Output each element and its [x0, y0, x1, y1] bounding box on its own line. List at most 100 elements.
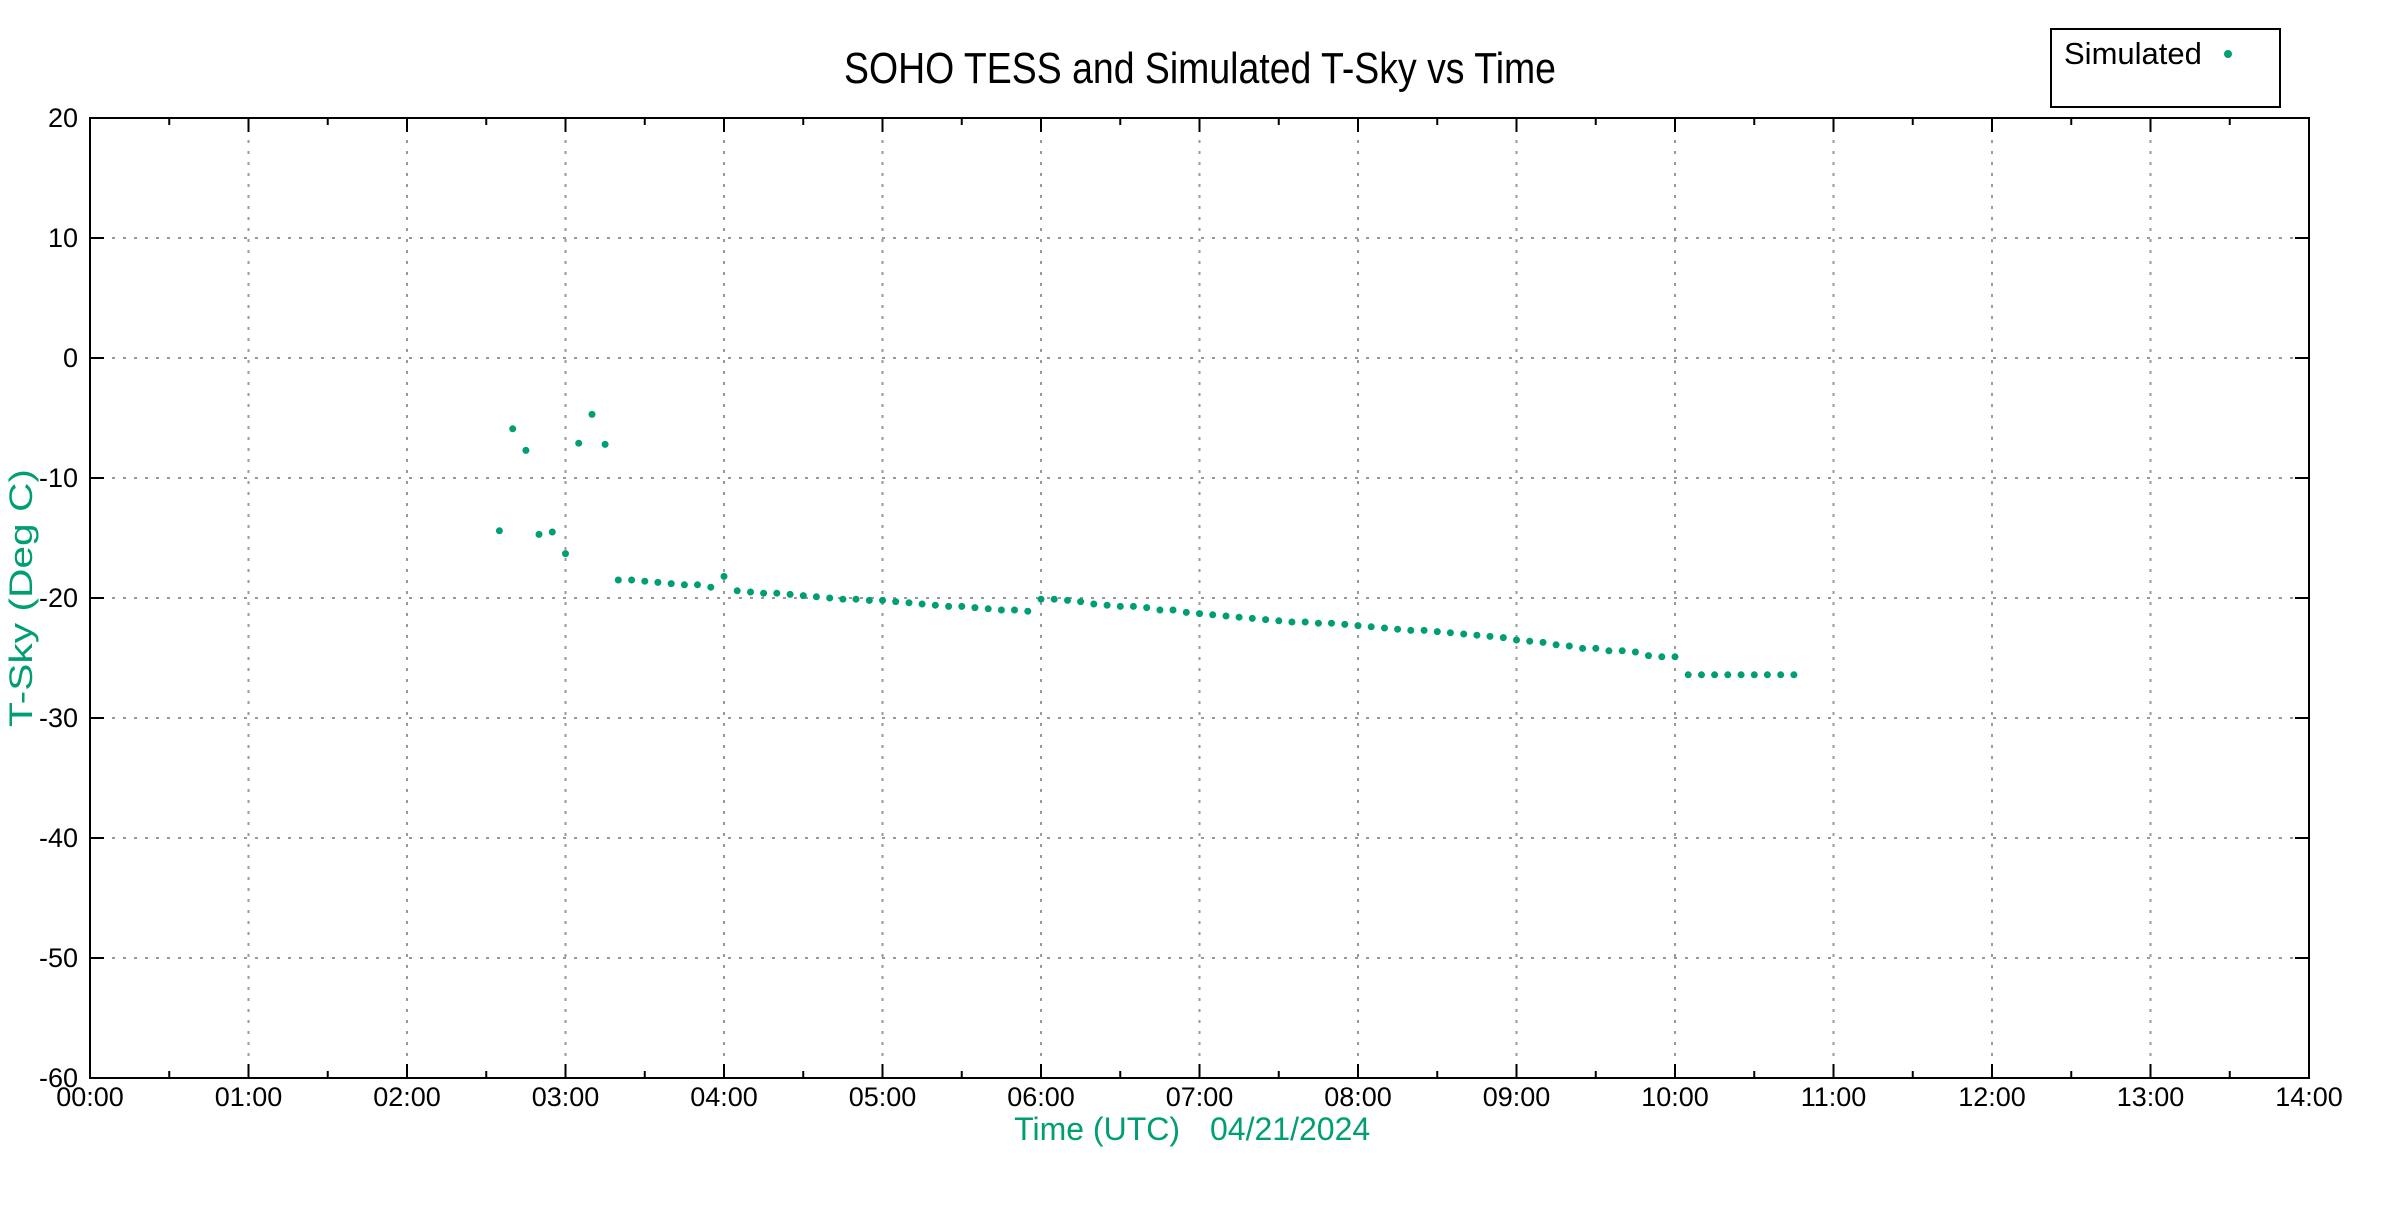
x-tick-label: 12:00	[1958, 1082, 2026, 1112]
data-point	[509, 425, 517, 433]
data-point	[1367, 623, 1375, 631]
data-point	[1645, 652, 1652, 660]
data-point	[1275, 617, 1283, 625]
data-point	[958, 602, 966, 610]
data-point	[694, 581, 701, 589]
data-point	[997, 606, 1005, 614]
data-point	[1209, 611, 1217, 619]
legend-box	[2050, 28, 2281, 108]
data-point	[812, 593, 820, 601]
data-point	[1671, 653, 1679, 661]
data-point	[865, 596, 873, 604]
data-point	[1499, 634, 1507, 642]
data-point	[1724, 671, 1732, 679]
data-point	[1552, 641, 1560, 649]
data-point	[1143, 604, 1151, 612]
x-tick-label: 03:00	[532, 1082, 600, 1112]
data-point	[1328, 619, 1335, 627]
data-point	[522, 446, 530, 454]
data-point	[1790, 671, 1798, 679]
data-point	[1631, 648, 1639, 656]
x-tick-label: 10:00	[1641, 1082, 1709, 1112]
data-point	[1698, 671, 1705, 679]
data-point	[614, 576, 622, 584]
data-point	[641, 577, 649, 585]
y-tick-label: -50	[39, 943, 78, 973]
data-point	[839, 595, 847, 603]
data-point	[1420, 626, 1428, 634]
data-point	[1486, 632, 1494, 640]
legend: Simulated	[2050, 28, 2281, 108]
y-tick-label: -10	[39, 463, 78, 493]
data-point	[747, 588, 754, 596]
data-point	[733, 587, 741, 595]
data-point	[1182, 608, 1190, 616]
data-point	[1037, 595, 1045, 603]
data-point	[1301, 618, 1309, 626]
data-point	[1381, 624, 1388, 632]
data-point	[760, 589, 768, 597]
x-tick-label: 07:00	[1166, 1082, 1234, 1112]
x-tick-label: 04:00	[690, 1082, 758, 1112]
y-axis-label: T-Sky (Deg C)	[3, 469, 39, 727]
data-point	[1103, 601, 1111, 609]
data-point	[905, 599, 913, 607]
data-point	[945, 602, 953, 610]
x-tick-label: 13:00	[2117, 1082, 2185, 1112]
x-axis-label: Time (UTC)	[1014, 1111, 1180, 1147]
data-point	[1526, 637, 1534, 645]
data-point	[773, 589, 781, 597]
data-point	[495, 527, 503, 535]
y-tick-label: 20	[48, 103, 78, 133]
data-point	[1433, 628, 1441, 636]
y-tick-label: 10	[48, 223, 78, 253]
data-point	[667, 580, 675, 588]
data-point	[1064, 596, 1071, 604]
data-point	[984, 605, 992, 613]
data-point	[786, 590, 794, 598]
x-tick-label: 14:00	[2275, 1082, 2343, 1112]
data-point	[1579, 644, 1587, 652]
axis-ticks	[89, 117, 2310, 1079]
x-tick-label: 06:00	[1007, 1082, 1075, 1112]
data-point	[1262, 616, 1270, 624]
data-point	[1592, 644, 1600, 652]
data-point	[1658, 653, 1666, 661]
x-tick-label: 08:00	[1324, 1082, 1392, 1112]
data-point	[1011, 606, 1018, 614]
data-point	[1248, 614, 1256, 622]
data-point	[1684, 671, 1692, 679]
data-point	[1024, 607, 1032, 615]
data-point	[971, 604, 979, 612]
data-point	[1129, 602, 1137, 610]
data-point	[879, 596, 886, 604]
data-point	[1341, 620, 1349, 628]
data-point	[720, 572, 728, 580]
gridlines	[90, 118, 2309, 1078]
y-tick-label: -20	[39, 583, 78, 613]
x-tick-label: 09:00	[1483, 1082, 1551, 1112]
y-tick-label: -30	[39, 703, 78, 733]
x-tick-label: 01:00	[215, 1082, 283, 1112]
data-point	[1196, 610, 1203, 618]
data-point	[1618, 647, 1626, 655]
data-point	[1235, 613, 1243, 621]
data-point	[628, 576, 636, 584]
x-tick-label: 11:00	[1801, 1082, 1867, 1112]
data-point	[1090, 600, 1098, 608]
data-point	[852, 595, 860, 603]
data-point	[601, 440, 609, 448]
x-axis-date-label: 04/21/2024	[1210, 1111, 1370, 1147]
data-point	[799, 592, 807, 600]
data-point	[548, 528, 556, 536]
data-point	[588, 410, 596, 418]
data-point	[1314, 619, 1322, 627]
data-point	[1777, 671, 1785, 679]
x-tick-label: 02:00	[373, 1082, 441, 1112]
data-point	[1565, 642, 1573, 650]
data-point	[1605, 647, 1613, 655]
data-point	[575, 439, 583, 447]
data-point	[1750, 671, 1758, 679]
chart-title: SOHO TESS and Simulated T-Sky vs Time	[844, 44, 1556, 93]
